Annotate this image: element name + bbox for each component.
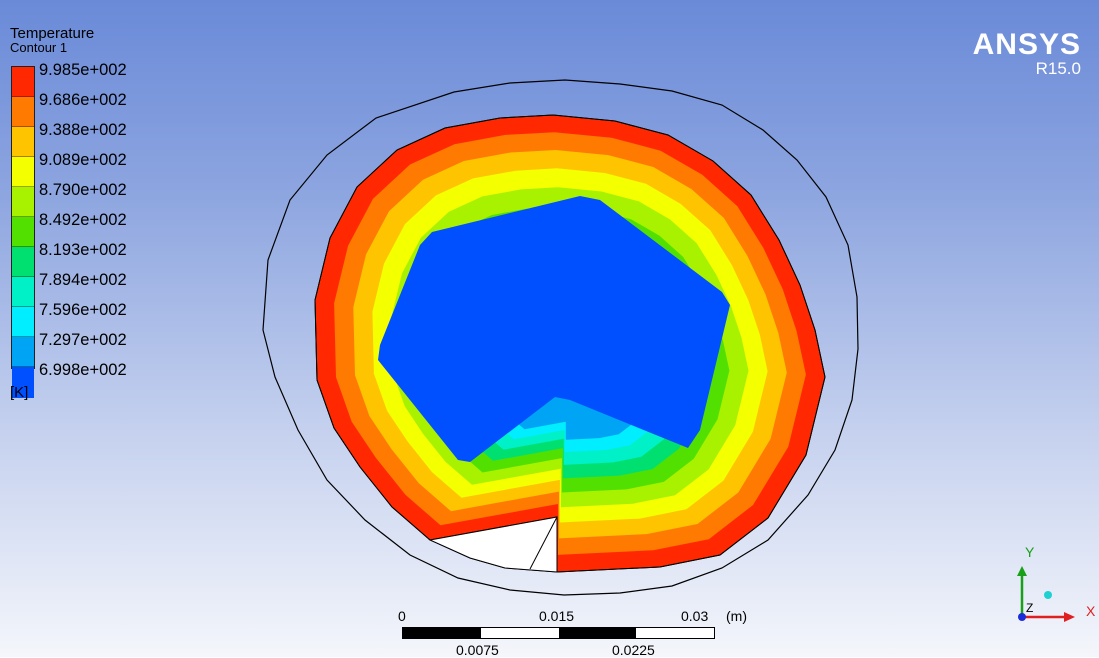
axis-triad-icon[interactable]: Y X Z: [1000, 540, 1098, 636]
contour-bands: [314, 114, 826, 573]
legend-swatch: [12, 307, 34, 337]
legend-level-label: 8.790e+002: [39, 181, 127, 199]
legend-swatch: [12, 157, 34, 187]
view-center-dot: [1044, 591, 1052, 599]
legend-level-label: 8.492e+002: [39, 211, 127, 229]
scale-label-0015: 0.015: [539, 608, 575, 624]
brand-version: R15.0: [1035, 59, 1081, 78]
legend-swatch: [12, 217, 34, 247]
legend-swatch: [12, 127, 34, 157]
wedge-diagonal: [529, 516, 558, 570]
x-axis-arrowhead: [1064, 612, 1075, 622]
legend-level-label: 7.297e+002: [39, 331, 127, 349]
color-legend-bar: [11, 66, 35, 398]
legend-subtitle: Contour 1: [10, 40, 68, 55]
scale-label-00075: 0.0075: [456, 642, 499, 658]
legend-level-label: 9.388e+002: [39, 121, 127, 139]
scale-segment: [558, 628, 637, 638]
y-axis-arrowhead: [1017, 566, 1027, 576]
scale-label-003: 0.03: [681, 608, 709, 624]
legend-swatch: [12, 367, 34, 398]
legend-level-label: 9.686e+002: [39, 91, 127, 109]
ansys-logo: ANSYS R15.0: [973, 30, 1081, 78]
outer-domain-outline: [262, 79, 859, 596]
scale-segment: [636, 628, 714, 638]
legend-swatch: [12, 247, 34, 277]
legend-swatch: [12, 187, 34, 217]
scale-segment: [403, 628, 481, 638]
legend-level-label: 6.998e+002: [39, 361, 127, 379]
legend-level-label: 9.985e+002: [39, 61, 127, 79]
uncovered-wedge: [428, 516, 558, 573]
legend-swatch: [12, 277, 34, 307]
legend-level-label: 7.596e+002: [39, 301, 127, 319]
legend-level-label: 7.894e+002: [39, 271, 127, 289]
legend-level-label: 8.193e+002: [39, 241, 127, 259]
contour-band: [378, 196, 730, 462]
brand-name: ANSYS: [972, 28, 1081, 61]
x-axis-label: X: [1086, 603, 1096, 619]
legend-level-label: 9.089e+002: [39, 151, 127, 169]
legend-title: Temperature: [10, 25, 95, 42]
scale-bar: [402, 627, 715, 639]
scale-segment: [480, 628, 559, 638]
z-axis-dot: [1018, 613, 1026, 621]
y-axis-label: Y: [1025, 544, 1035, 560]
legend-unit: [K]: [10, 384, 29, 401]
z-axis-label: Z: [1026, 601, 1033, 615]
scale-unit: (m): [726, 608, 747, 624]
legend-swatch: [12, 337, 34, 367]
scale-label-0: 0: [398, 608, 406, 624]
legend-swatch: [12, 97, 34, 127]
legend-swatch: [12, 67, 34, 97]
scale-label-00225: 0.0225: [612, 642, 655, 658]
